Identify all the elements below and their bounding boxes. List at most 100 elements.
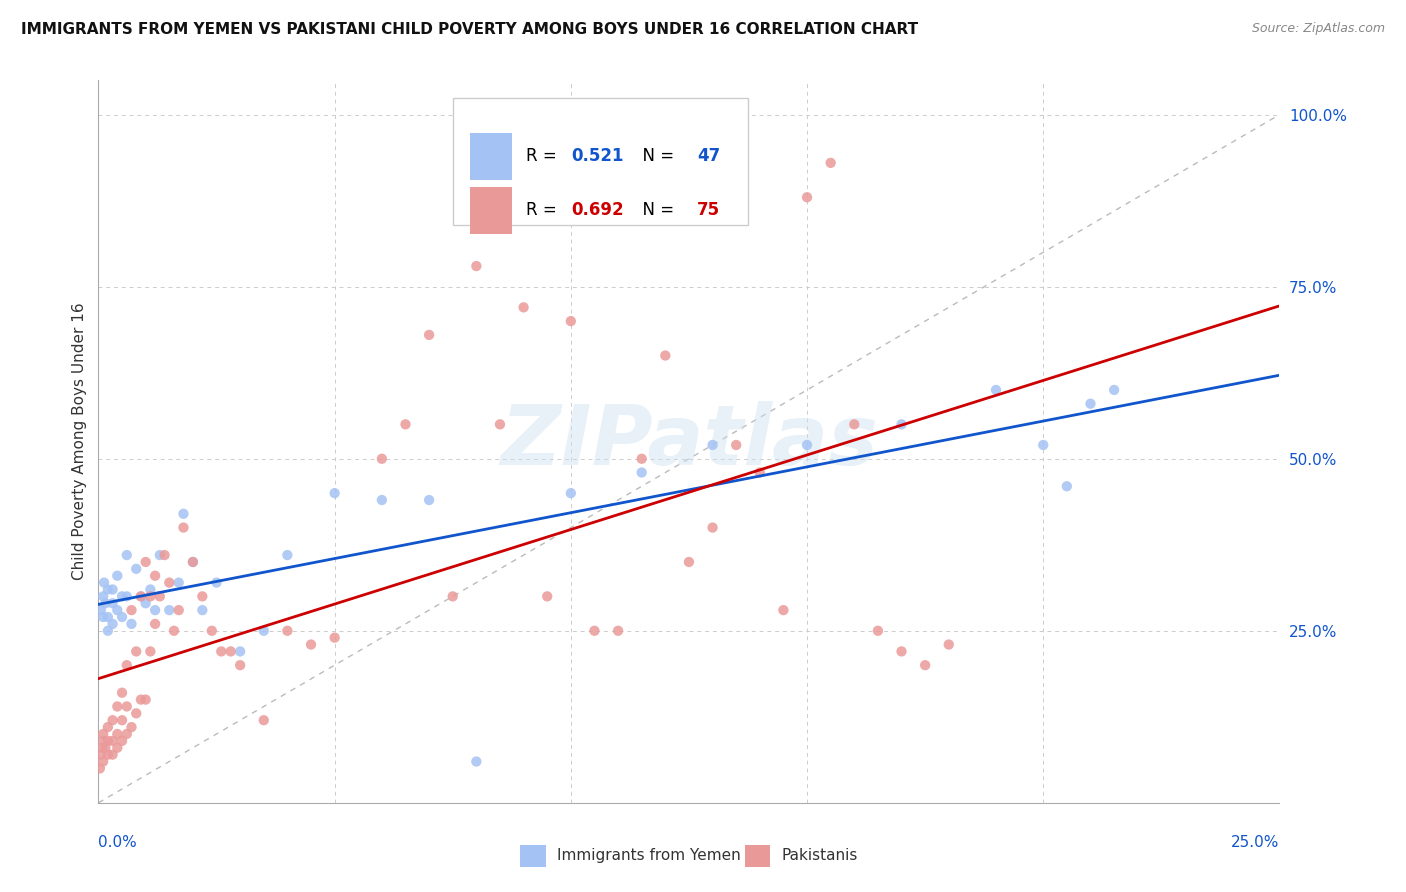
Text: 25.0%: 25.0%: [1232, 835, 1279, 850]
Point: [418, 327, 440, 342]
Text: 75: 75: [697, 202, 720, 219]
Point: [276, 624, 298, 638]
Point: [371, 493, 394, 508]
Point: [536, 590, 558, 604]
Point: [94, 740, 117, 755]
Point: [299, 638, 322, 652]
Point: [101, 616, 124, 631]
Bar: [520, 845, 546, 867]
Point: [181, 555, 204, 569]
Point: [172, 520, 194, 534]
Bar: [471, 133, 512, 179]
Point: [139, 644, 162, 658]
Point: [323, 631, 346, 645]
Point: [125, 706, 148, 721]
Point: [101, 747, 124, 762]
Point: [181, 555, 204, 569]
Point: [139, 590, 162, 604]
Point: [91, 740, 114, 755]
Point: [172, 507, 194, 521]
Point: [219, 644, 242, 658]
Point: [167, 603, 190, 617]
Point: [157, 575, 180, 590]
Point: [191, 603, 214, 617]
Point: [157, 603, 180, 617]
Point: [253, 624, 276, 638]
Point: [111, 590, 134, 604]
Point: [90, 747, 112, 762]
Point: [748, 466, 770, 480]
Point: [418, 493, 440, 508]
Point: [512, 301, 534, 315]
Point: [101, 582, 124, 597]
Point: [820, 156, 842, 170]
Point: [149, 548, 172, 562]
Text: 47: 47: [697, 147, 720, 165]
Point: [139, 582, 162, 597]
Text: Pakistanis: Pakistanis: [782, 848, 858, 863]
Point: [489, 417, 512, 432]
Point: [153, 548, 176, 562]
FancyBboxPatch shape: [453, 98, 748, 225]
Point: [229, 658, 252, 673]
Point: [201, 624, 224, 638]
Text: Source: ZipAtlas.com: Source: ZipAtlas.com: [1251, 22, 1385, 36]
Point: [560, 486, 582, 500]
Point: [93, 575, 115, 590]
Point: [149, 590, 172, 604]
Point: [121, 720, 143, 734]
Point: [163, 624, 186, 638]
Point: [167, 575, 190, 590]
Point: [121, 603, 143, 617]
Point: [844, 417, 866, 432]
Point: [115, 548, 138, 562]
Point: [143, 616, 166, 631]
Point: [101, 596, 124, 610]
Point: [607, 624, 630, 638]
Point: [135, 692, 157, 706]
Point: [702, 520, 724, 534]
Point: [97, 582, 120, 597]
Point: [560, 314, 582, 328]
Text: R =: R =: [526, 147, 562, 165]
Point: [101, 734, 124, 748]
Point: [441, 590, 464, 604]
Point: [938, 638, 960, 652]
Text: R =: R =: [526, 202, 562, 219]
Point: [205, 575, 228, 590]
Point: [115, 590, 138, 604]
Point: [111, 686, 134, 700]
Point: [209, 644, 232, 658]
Point: [111, 713, 134, 727]
Point: [97, 610, 120, 624]
Point: [772, 603, 794, 617]
Point: [890, 417, 912, 432]
Text: 0.0%: 0.0%: [98, 835, 138, 850]
Point: [143, 603, 166, 617]
Point: [125, 644, 148, 658]
Point: [91, 610, 114, 624]
Point: [1032, 438, 1054, 452]
Point: [101, 713, 124, 727]
Point: [191, 590, 214, 604]
Point: [111, 734, 134, 748]
Point: [115, 699, 138, 714]
Point: [125, 562, 148, 576]
Point: [1056, 479, 1078, 493]
Bar: [471, 186, 512, 234]
Point: [465, 755, 488, 769]
Point: [135, 555, 157, 569]
Text: Immigrants from Yemen: Immigrants from Yemen: [557, 848, 741, 863]
Point: [1080, 397, 1102, 411]
Point: [253, 713, 276, 727]
Point: [89, 761, 111, 775]
Point: [678, 555, 700, 569]
Point: [583, 624, 606, 638]
Point: [796, 190, 818, 204]
Bar: [745, 845, 770, 867]
Point: [129, 692, 152, 706]
Point: [630, 451, 652, 466]
Point: [276, 548, 298, 562]
Text: IMMIGRANTS FROM YEMEN VS PAKISTANI CHILD POVERTY AMONG BOYS UNDER 16 CORRELATION: IMMIGRANTS FROM YEMEN VS PAKISTANI CHILD…: [21, 22, 918, 37]
Point: [135, 596, 157, 610]
